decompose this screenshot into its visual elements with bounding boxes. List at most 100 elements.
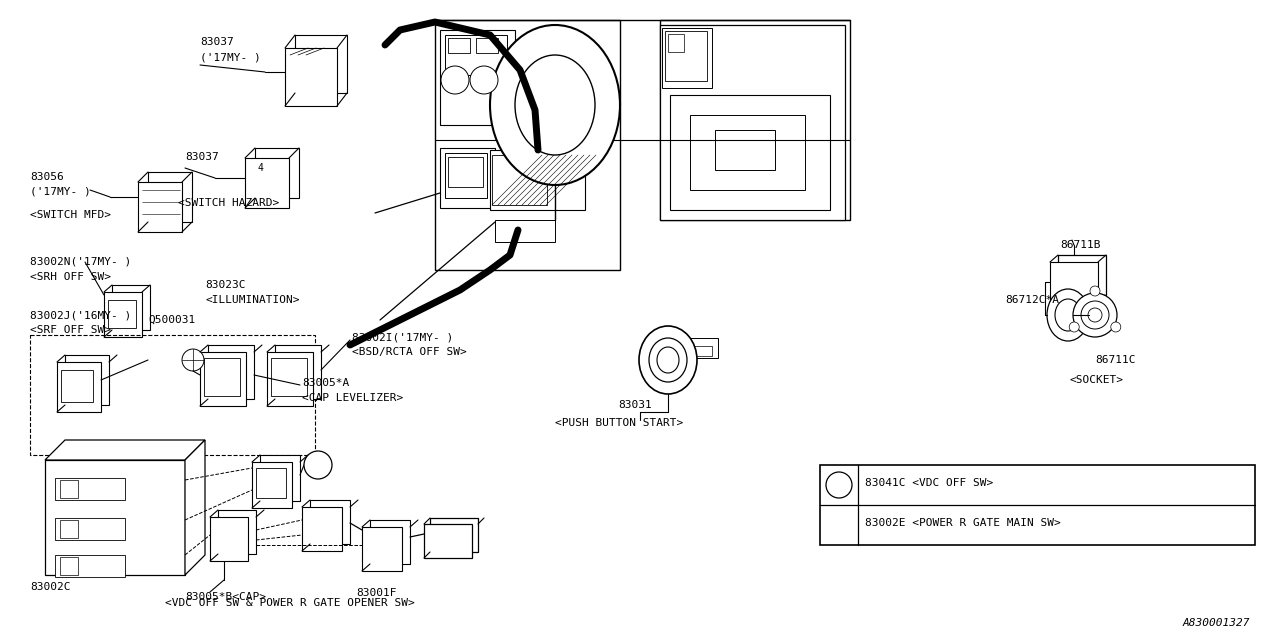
Text: <SRF OFF SW>: <SRF OFF SW> [29, 325, 111, 335]
Bar [495, 220, 556, 242]
Text: 83037: 83037 [200, 37, 234, 47]
Ellipse shape [1047, 289, 1089, 341]
Bar [668, 34, 684, 52]
Bar [218, 510, 256, 554]
Bar [445, 153, 486, 198]
Text: 86712C*A: 86712C*A [1005, 295, 1059, 305]
Bar [445, 35, 507, 75]
Bar [294, 35, 347, 93]
Bar [660, 20, 850, 220]
Text: Q500031: Q500031 [148, 315, 196, 325]
Text: 1: 1 [315, 460, 321, 470]
Text: 83023C: 83023C [205, 280, 246, 290]
Polygon shape [45, 440, 205, 460]
Bar [113, 285, 150, 330]
Circle shape [442, 66, 468, 94]
Text: A830001327: A830001327 [1183, 618, 1251, 628]
Ellipse shape [490, 25, 620, 185]
Circle shape [470, 66, 498, 94]
Bar [60, 480, 78, 498]
Bar [310, 500, 349, 544]
Bar [448, 38, 470, 53]
Text: <ILLUMINATION>: <ILLUMINATION> [205, 295, 300, 305]
Bar [61, 370, 93, 402]
Text: 83037: 83037 [186, 152, 219, 162]
Text: 83031: 83031 [618, 400, 652, 410]
Polygon shape [186, 440, 205, 575]
Text: <SWITCH HAZARD>: <SWITCH HAZARD> [178, 198, 279, 208]
Bar [690, 115, 805, 190]
Text: 83005*A: 83005*A [302, 378, 349, 388]
Bar [660, 25, 845, 220]
Circle shape [182, 349, 204, 371]
Bar [252, 462, 292, 508]
Circle shape [1069, 322, 1079, 332]
Bar [148, 172, 192, 222]
Text: 83002J('16MY- ): 83002J('16MY- ) [29, 310, 132, 320]
Circle shape [826, 472, 852, 498]
Circle shape [1111, 322, 1121, 332]
Bar [268, 352, 314, 406]
Bar [207, 345, 253, 399]
Text: <SRH OFF SW>: <SRH OFF SW> [29, 272, 111, 282]
Text: 83041C <VDC OFF SW>: 83041C <VDC OFF SW> [865, 478, 993, 488]
Bar [476, 38, 498, 53]
Text: ('17MY- ): ('17MY- ) [200, 52, 261, 62]
Bar [260, 455, 300, 501]
Bar [138, 182, 182, 232]
Bar [435, 20, 620, 270]
Circle shape [305, 451, 332, 479]
Ellipse shape [649, 338, 687, 382]
Text: 1: 1 [836, 480, 842, 490]
Bar [55, 555, 125, 577]
Bar [108, 300, 136, 328]
Bar [29, 335, 315, 455]
Text: ('17MY- ): ('17MY- ) [29, 187, 91, 197]
Bar [275, 345, 321, 399]
Bar [490, 150, 585, 210]
Text: 83002N('17MY- ): 83002N('17MY- ) [29, 257, 132, 267]
Bar [104, 292, 142, 337]
Bar [55, 478, 125, 500]
Ellipse shape [657, 347, 678, 373]
Bar [448, 157, 483, 187]
Bar [690, 346, 712, 356]
Bar [362, 527, 402, 571]
Text: 83056: 83056 [29, 172, 64, 182]
Bar [58, 362, 101, 412]
Text: <SOCKET>: <SOCKET> [1070, 375, 1124, 385]
Text: 83002E <POWER R GATE MAIN SW>: 83002E <POWER R GATE MAIN SW> [865, 518, 1061, 528]
Bar [669, 95, 829, 210]
Bar [1059, 255, 1106, 295]
Text: 83001F: 83001F [356, 588, 397, 598]
Ellipse shape [1088, 308, 1102, 322]
Ellipse shape [1055, 299, 1082, 331]
Bar [65, 355, 109, 405]
Bar [424, 524, 472, 558]
Text: 86711B: 86711B [1060, 240, 1101, 250]
Bar [689, 338, 718, 358]
Bar [255, 148, 300, 198]
Text: <BSD/RCTA OFF SW>: <BSD/RCTA OFF SW> [352, 347, 467, 357]
Bar [60, 520, 78, 538]
Bar [440, 148, 495, 208]
Bar [492, 155, 547, 205]
Bar [55, 518, 125, 540]
Bar [285, 48, 337, 106]
Bar [271, 358, 307, 396]
Ellipse shape [1073, 293, 1117, 337]
Text: 4: 4 [259, 163, 264, 173]
Bar [666, 31, 707, 81]
Bar [256, 468, 285, 498]
Bar [244, 158, 289, 208]
Text: <PUSH BUTTON START>: <PUSH BUTTON START> [556, 418, 684, 428]
Bar [302, 507, 342, 551]
Ellipse shape [1082, 301, 1108, 329]
Text: <CAP LEVELIZER>: <CAP LEVELIZER> [302, 393, 403, 403]
Bar [370, 520, 410, 564]
Bar [716, 130, 774, 170]
Bar [204, 358, 241, 396]
Bar [210, 517, 248, 561]
Bar [662, 28, 712, 88]
Text: 86711C: 86711C [1094, 355, 1135, 365]
